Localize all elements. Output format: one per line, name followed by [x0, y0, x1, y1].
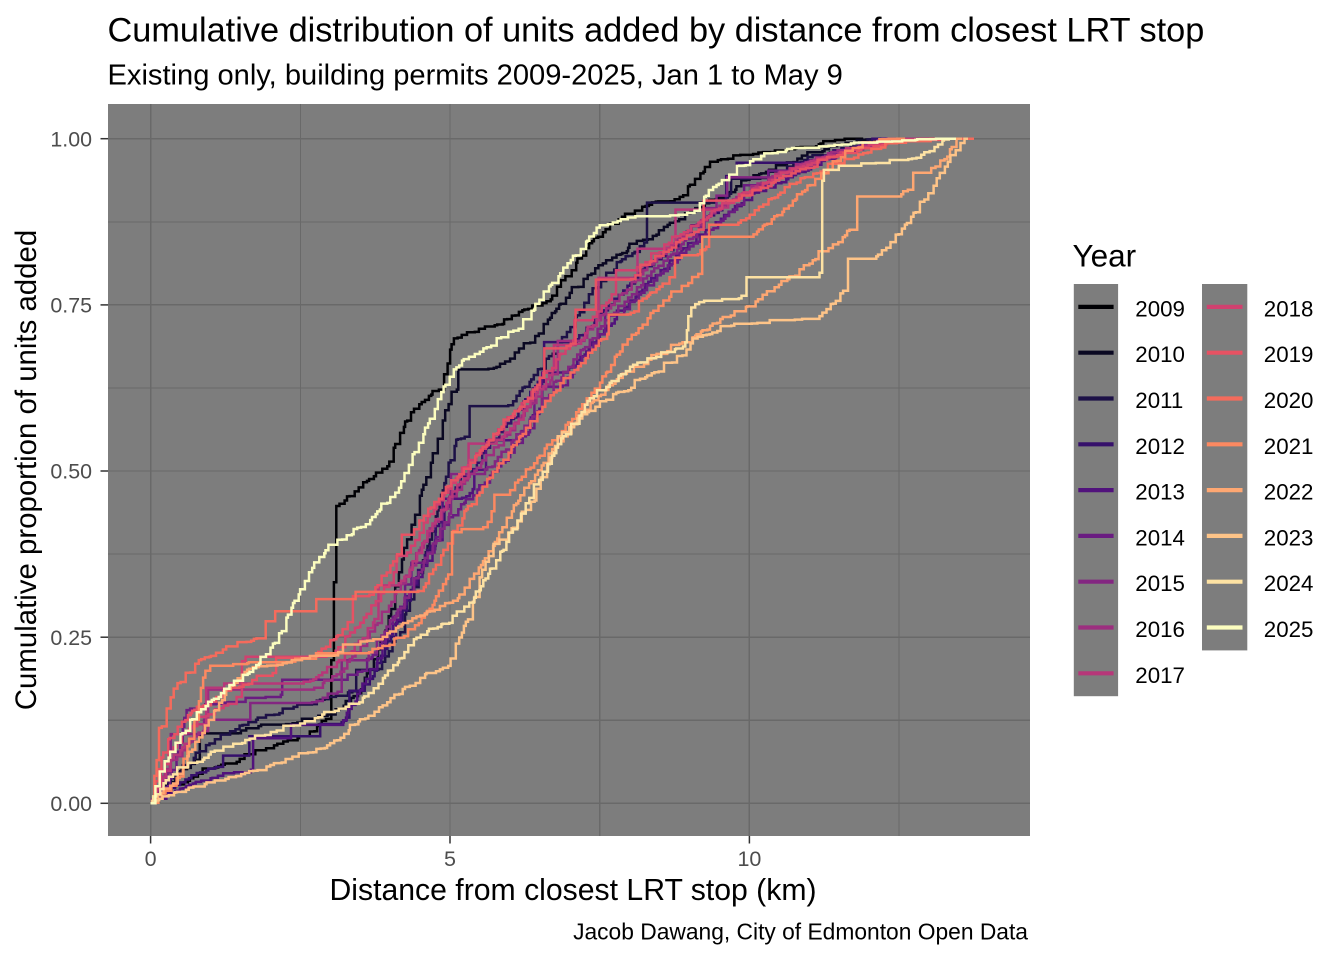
svg-text:2014: 2014 — [1135, 525, 1185, 550]
svg-text:5: 5 — [444, 847, 456, 871]
svg-text:2022: 2022 — [1264, 480, 1314, 505]
svg-text:2015: 2015 — [1135, 571, 1185, 596]
svg-text:2012: 2012 — [1135, 434, 1185, 459]
svg-text:Cumulative proportion of units: Cumulative proportion of units added — [10, 230, 43, 710]
svg-text:2017: 2017 — [1135, 663, 1185, 688]
svg-text:2021: 2021 — [1264, 434, 1314, 459]
svg-text:Jacob Dawang, City of Edmonton: Jacob Dawang, City of Edmonton Open Data — [573, 919, 1028, 945]
svg-text:10: 10 — [737, 847, 761, 871]
svg-text:2024: 2024 — [1264, 571, 1314, 596]
svg-text:Year: Year — [1073, 238, 1137, 274]
svg-text:2011: 2011 — [1135, 388, 1183, 413]
svg-text:2025: 2025 — [1264, 617, 1314, 642]
svg-text:2019: 2019 — [1264, 342, 1314, 367]
svg-text:0.50: 0.50 — [50, 460, 92, 484]
svg-text:1.00: 1.00 — [50, 127, 92, 151]
svg-text:2013: 2013 — [1135, 480, 1185, 505]
svg-text:0.00: 0.00 — [50, 792, 92, 816]
svg-text:0.25: 0.25 — [50, 626, 92, 650]
svg-text:0: 0 — [145, 847, 157, 871]
svg-text:2016: 2016 — [1135, 617, 1185, 642]
svg-text:2023: 2023 — [1264, 525, 1314, 550]
svg-text:Cumulative distribution of uni: Cumulative distribution of units added b… — [108, 11, 1205, 49]
svg-text:2020: 2020 — [1264, 388, 1314, 413]
svg-text:2018: 2018 — [1264, 296, 1314, 321]
svg-text:Distance from closest LRT stop: Distance from closest LRT stop (km) — [329, 874, 816, 907]
svg-text:2010: 2010 — [1135, 342, 1185, 367]
svg-text:2009: 2009 — [1135, 296, 1185, 321]
svg-text:0.75: 0.75 — [50, 294, 92, 318]
svg-text:Existing only, building permit: Existing only, building permits 2009-202… — [108, 60, 843, 92]
